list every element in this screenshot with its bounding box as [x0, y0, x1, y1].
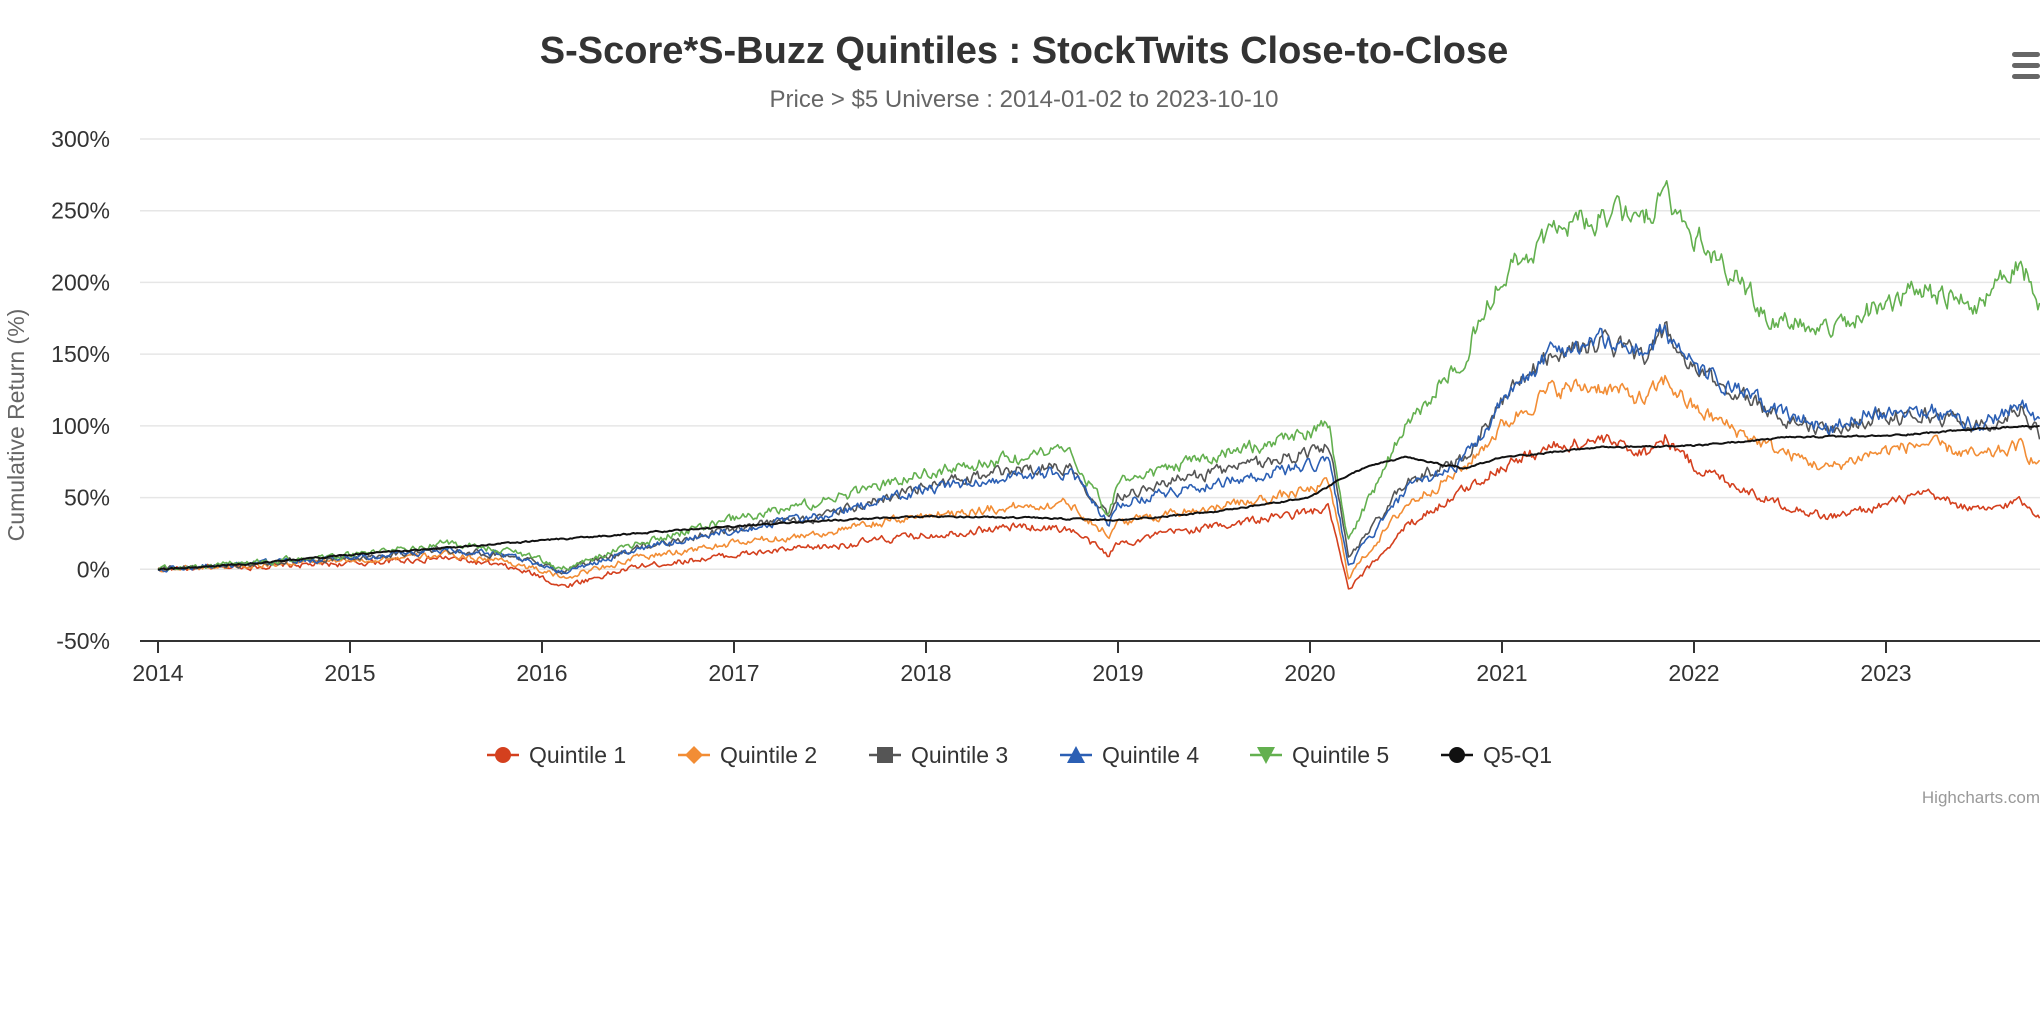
x-tick-label: 2014 — [132, 660, 183, 686]
legend-label: Q5-Q1 — [1483, 742, 1552, 768]
y-axis-ticks: -50% 0% 50% 100% 150% 200% 250% 300% — [51, 126, 110, 654]
y-tick-label: 150% — [51, 341, 110, 367]
x-tick-label: 2020 — [1284, 660, 1335, 686]
series-line-3[interactable] — [157, 321, 2040, 575]
legend-label: Quintile 2 — [720, 742, 817, 768]
y-tick-label: -50% — [56, 628, 110, 654]
legend-item[interactable]: Quintile 2 — [678, 742, 817, 768]
legend-marker-triangle-down-icon — [1257, 747, 1275, 764]
x-tick-label: 2016 — [516, 660, 567, 686]
legend: Quintile 1 Quintile 2 Quintile 3 Quintile 4… — [487, 742, 1552, 768]
chart-subtitle: Price > $5 Universe : 2014-01-02 to 2023… — [770, 86, 1279, 113]
series-line-2[interactable] — [157, 374, 2040, 580]
x-tick-label: 2022 — [1668, 660, 1719, 686]
credits-text[interactable]: Highcharts.com — [1922, 788, 2040, 807]
chart-title: S-Score*S-Buzz Quintiles : StockTwits Cl… — [540, 30, 1508, 72]
y-tick-label: 200% — [51, 269, 110, 295]
y-tick-label: 50% — [64, 485, 110, 511]
series-line-4[interactable] — [157, 323, 2040, 575]
y-tick-label: 300% — [51, 126, 110, 152]
legend-marker-square-icon — [877, 747, 893, 763]
series-layer — [157, 180, 2040, 590]
legend-label: Quintile 3 — [911, 742, 1008, 768]
legend-label: Quintile 5 — [1292, 742, 1389, 768]
legend-marker-circle-icon — [495, 747, 511, 763]
gridlines — [140, 138, 2040, 571]
x-tick-label: 2015 — [324, 660, 375, 686]
legend-label: Quintile 1 — [529, 742, 626, 768]
x-tick-label: 2023 — [1860, 660, 1911, 686]
x-tick-label: 2019 — [1092, 660, 1143, 686]
legend-item[interactable]: Q5-Q1 — [1441, 742, 1552, 768]
x-tick-label: 2017 — [708, 660, 759, 686]
y-tick-label: 250% — [51, 198, 110, 224]
menu-icon[interactable] — [2012, 52, 2040, 79]
x-tick-label: 2018 — [900, 660, 951, 686]
legend-marker-triangle-icon — [1067, 746, 1085, 763]
y-axis-label: Cumulative Return (%) — [3, 309, 29, 542]
legend-item[interactable]: Quintile 1 — [487, 742, 626, 768]
x-tick-label: 2021 — [1476, 660, 1527, 686]
legend-marker-circle-icon — [1449, 747, 1465, 763]
legend-item[interactable]: Quintile 4 — [1060, 742, 1199, 768]
series-line-6[interactable] — [157, 424, 2040, 571]
legend-marker-diamond-icon — [685, 746, 703, 764]
x-axis-ticks: 2014 2015 2016 2017 2018 2019 2020 2021 2022 2023 — [132, 641, 1912, 686]
series-line-1[interactable] — [157, 433, 2040, 590]
legend-label: Quintile 4 — [1102, 742, 1199, 768]
legend-item[interactable]: Quintile 5 — [1250, 742, 1389, 768]
y-tick-label: 0% — [77, 556, 110, 582]
y-tick-label: 100% — [51, 413, 110, 439]
legend-item[interactable]: Quintile 3 — [869, 742, 1008, 768]
